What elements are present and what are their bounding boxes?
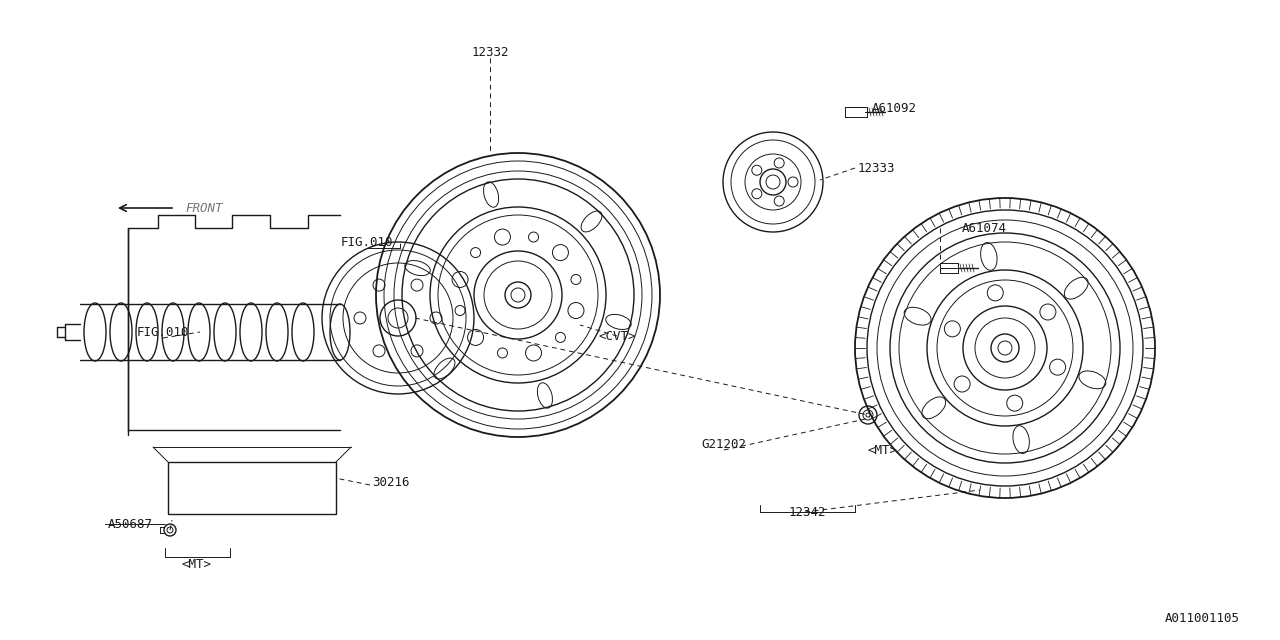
Text: 12333: 12333 [858,161,896,175]
Text: 12342: 12342 [788,506,826,518]
Text: G21202: G21202 [701,438,746,451]
Text: A61092: A61092 [872,102,916,115]
Text: FIG.010: FIG.010 [137,326,189,339]
Text: <MT>: <MT> [182,559,212,572]
Text: FRONT: FRONT [186,202,223,214]
Text: A50687: A50687 [108,518,154,531]
Text: A011001105: A011001105 [1165,611,1240,625]
Text: 30216: 30216 [372,477,410,490]
Text: A61074: A61074 [963,221,1007,234]
Text: FIG.010: FIG.010 [340,237,393,250]
Bar [168,462,335,514]
Text: <MT>: <MT> [868,444,899,456]
Text: 12332: 12332 [471,45,508,58]
Text: <CVT>: <CVT> [598,330,636,342]
